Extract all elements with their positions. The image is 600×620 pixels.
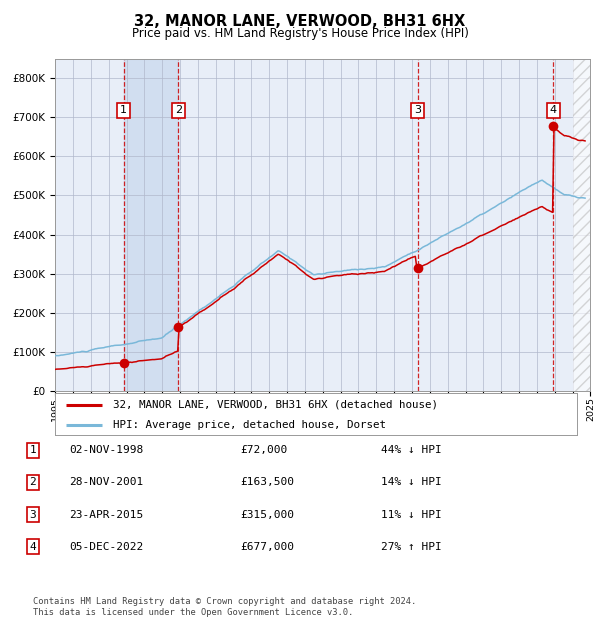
Text: 32, MANOR LANE, VERWOOD, BH31 6HX: 32, MANOR LANE, VERWOOD, BH31 6HX bbox=[134, 14, 466, 29]
32, MANOR LANE, VERWOOD, BH31 6HX (detached house) bbox=[283, 256, 290, 264]
Text: £315,000: £315,000 bbox=[240, 510, 294, 520]
Text: £72,000: £72,000 bbox=[240, 445, 287, 455]
HPI: Average price, detached house, Dorset: (2e+03, 2.63e+05): Average price, detached house, Dorset: (… bbox=[227, 284, 235, 291]
Bar bbox=[124, 59, 178, 391]
32, MANOR LANE, VERWOOD, BH31 6HX (detached house) bbox=[227, 287, 235, 294]
Text: 3: 3 bbox=[414, 105, 421, 115]
Text: 1: 1 bbox=[120, 105, 127, 115]
Text: 4: 4 bbox=[29, 542, 37, 552]
Text: 32, MANOR LANE, VERWOOD, BH31 6HX (detached house): 32, MANOR LANE, VERWOOD, BH31 6HX (detac… bbox=[113, 400, 437, 410]
32, MANOR LANE, VERWOOD, BH31 6HX (detached house) bbox=[52, 366, 59, 373]
Text: Contains HM Land Registry data © Crown copyright and database right 2024.
This d: Contains HM Land Registry data © Crown c… bbox=[33, 598, 416, 617]
HPI: Average price, detached house, Dorset: (2.01e+03, 2.82e+05): Average price, detached house, Dorset: (… bbox=[236, 277, 243, 285]
Text: 28-NOV-2001: 28-NOV-2001 bbox=[69, 477, 143, 487]
Text: 02-NOV-1998: 02-NOV-1998 bbox=[69, 445, 143, 455]
32, MANOR LANE, VERWOOD, BH31 6HX (detached house) bbox=[116, 360, 124, 367]
Text: £677,000: £677,000 bbox=[240, 542, 294, 552]
32, MANOR LANE, VERWOOD, BH31 6HX (detached house) bbox=[236, 280, 243, 288]
Text: 11% ↓ HPI: 11% ↓ HPI bbox=[381, 510, 442, 520]
HPI: Average price, detached house, Dorset: (2e+03, 8.88e+04): Average price, detached house, Dorset: (… bbox=[52, 352, 59, 360]
Line: HPI: Average price, detached house, Dorset: HPI: Average price, detached house, Dors… bbox=[55, 180, 585, 356]
Text: Price paid vs. HM Land Registry's House Price Index (HPI): Price paid vs. HM Land Registry's House … bbox=[131, 27, 469, 40]
32, MANOR LANE, VERWOOD, BH31 6HX (detached house) bbox=[209, 300, 217, 308]
Text: 4: 4 bbox=[550, 105, 557, 115]
Text: 2: 2 bbox=[175, 105, 182, 115]
Text: 1: 1 bbox=[29, 445, 37, 455]
Text: 44% ↓ HPI: 44% ↓ HPI bbox=[381, 445, 442, 455]
HPI: Average price, detached house, Dorset: (2.01e+03, 3.45e+05): Average price, detached house, Dorset: (… bbox=[283, 252, 290, 260]
Text: 3: 3 bbox=[29, 510, 37, 520]
Text: 23-APR-2015: 23-APR-2015 bbox=[69, 510, 143, 520]
Text: 27% ↑ HPI: 27% ↑ HPI bbox=[381, 542, 442, 552]
HPI: Average price, detached house, Dorset: (2e+03, 2.3e+05): Average price, detached house, Dorset: (… bbox=[209, 297, 217, 304]
HPI: Average price, detached house, Dorset: (2.02e+03, 4.93e+05): Average price, detached house, Dorset: (… bbox=[581, 195, 589, 202]
32, MANOR LANE, VERWOOD, BH31 6HX (detached house) bbox=[581, 137, 589, 144]
HPI: Average price, detached house, Dorset: (2.02e+03, 5.14e+05): Average price, detached house, Dorset: (… bbox=[553, 186, 560, 193]
Text: 14% ↓ HPI: 14% ↓ HPI bbox=[381, 477, 442, 487]
Text: HPI: Average price, detached house, Dorset: HPI: Average price, detached house, Dors… bbox=[113, 420, 386, 430]
HPI: Average price, detached house, Dorset: (2e+03, 1.16e+05): Average price, detached house, Dorset: (… bbox=[116, 342, 124, 349]
32, MANOR LANE, VERWOOD, BH31 6HX (detached house) bbox=[550, 123, 557, 130]
HPI: Average price, detached house, Dorset: (2.02e+03, 5.39e+05): Average price, detached house, Dorset: (… bbox=[539, 177, 546, 184]
32, MANOR LANE, VERWOOD, BH31 6HX (detached house) bbox=[553, 126, 560, 134]
Text: £163,500: £163,500 bbox=[240, 477, 294, 487]
Text: 2: 2 bbox=[29, 477, 37, 487]
Text: 05-DEC-2022: 05-DEC-2022 bbox=[69, 542, 143, 552]
Line: 32, MANOR LANE, VERWOOD, BH31 6HX (detached house): 32, MANOR LANE, VERWOOD, BH31 6HX (detac… bbox=[55, 126, 585, 370]
